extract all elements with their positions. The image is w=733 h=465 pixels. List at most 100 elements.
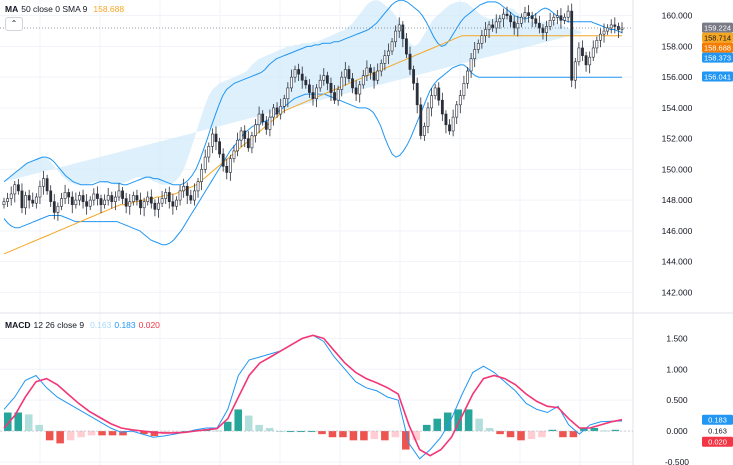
price-badge-label: 156.041 [704, 73, 731, 82]
candle-body [264, 121, 268, 130]
candle-body [322, 75, 326, 81]
candle-body [484, 29, 487, 36]
ma-indicator-value: 158.688 [93, 4, 125, 14]
candle-body [239, 130, 243, 141]
candle-body [372, 72, 376, 81]
macd-histogram-bar [454, 409, 462, 432]
candle-body [358, 84, 362, 95]
candle-body [527, 12, 530, 16]
price-axis-tick-label: 144.000 [662, 257, 693, 267]
candle-body [343, 69, 347, 78]
macd-histogram-bar [276, 431, 284, 433]
macd-histogram-bar [548, 429, 557, 432]
price-axis-tick-label: 152.000 [662, 134, 693, 144]
candle-body [56, 205, 60, 213]
candle-body [157, 202, 160, 210]
candle-body [272, 107, 275, 118]
macd-histogram-bar [527, 431, 536, 440]
candle-body [311, 92, 315, 99]
price-badge-label: 159.224 [704, 24, 731, 33]
macd-histogram-bar [402, 431, 410, 450]
candle-body [361, 75, 365, 86]
macd-histogram-bar [475, 418, 483, 432]
macd-histogram-bar [349, 431, 358, 441]
macd-histogram-bar [443, 412, 452, 432]
candle-body [286, 87, 290, 99]
macd-histogram-bar [391, 431, 400, 438]
candle-body [110, 195, 114, 202]
candle-body [178, 190, 182, 201]
candle-body [448, 124, 451, 132]
price-axis-tick-label: 148.000 [662, 195, 693, 205]
candle-body [279, 106, 283, 115]
collapse-legend-button[interactable]: ⌃ [5, 17, 23, 31]
candle-body [588, 56, 592, 66]
candle-body [512, 21, 516, 29]
macd-histogram-bar [328, 431, 337, 438]
candle-body [433, 87, 437, 96]
candle-body [196, 181, 200, 192]
candle-body [530, 15, 534, 20]
macd-histogram-bar [14, 412, 23, 432]
candle-body [67, 192, 71, 198]
macd-badge: 0.183 [702, 414, 733, 425]
candle-body [494, 21, 498, 29]
candle-body [304, 79, 308, 86]
candle-body [218, 141, 221, 155]
candle-body [257, 113, 261, 126]
macd-histogram-bar [119, 431, 127, 436]
candle-body [38, 185, 42, 198]
ma-legend: MA 50 close 0 SMA 9 158.688 [5, 4, 127, 14]
candle-body [340, 76, 344, 90]
macd-histogram-bar [506, 431, 515, 438]
candle-body [85, 201, 89, 207]
candle-body [139, 199, 142, 209]
candle-body [99, 198, 103, 206]
candle-body [412, 69, 416, 84]
candle-body [113, 196, 117, 202]
macd-histogram-bar [56, 431, 64, 444]
candle-body [60, 198, 63, 207]
candle-body [552, 16, 556, 21]
candle-body [473, 49, 477, 60]
macd-histogram-bar [370, 431, 379, 440]
candle-body [505, 13, 509, 16]
candle-body [225, 165, 229, 173]
macd-histogram-bar [140, 431, 148, 435]
candle-body [290, 76, 293, 89]
candle-body [275, 107, 279, 115]
macd-axis-tick-label: 0.000 [666, 426, 688, 436]
candle-body [502, 13, 505, 20]
candle-body [419, 104, 423, 136]
ma-indicator-name: MA [5, 4, 19, 14]
macd-badge: 0.163 [702, 425, 733, 436]
price-badge-background [702, 52, 733, 63]
macd-histogram-bar [360, 431, 368, 441]
candle-body [6, 198, 10, 202]
candle-body [440, 99, 444, 115]
macd-badge: 0.020 [702, 436, 733, 447]
candle-body [78, 195, 81, 201]
candle-body [347, 69, 351, 79]
macd-histogram-bar [265, 427, 274, 432]
macd-badge-label: 0.020 [708, 438, 727, 447]
macd-value-signal: 0.020 [138, 320, 160, 330]
candle-body [351, 78, 354, 89]
candle-body [476, 43, 480, 50]
macd-badge-label: 0.163 [708, 427, 727, 436]
candle-body [458, 95, 462, 106]
macd-histogram-bar [255, 424, 263, 432]
candle-body [609, 24, 613, 29]
macd-badge-background [702, 414, 733, 425]
candle-body [2, 201, 6, 206]
price-badge-label: 158.688 [704, 44, 731, 53]
candle-body [254, 124, 257, 136]
signal-line [3, 334, 623, 457]
candle-body [52, 201, 56, 213]
candle-body [63, 192, 67, 199]
candle-body [20, 190, 24, 209]
macd-histogram-bar [569, 431, 578, 438]
candle-body [167, 192, 171, 202]
candle-body [250, 135, 254, 149]
